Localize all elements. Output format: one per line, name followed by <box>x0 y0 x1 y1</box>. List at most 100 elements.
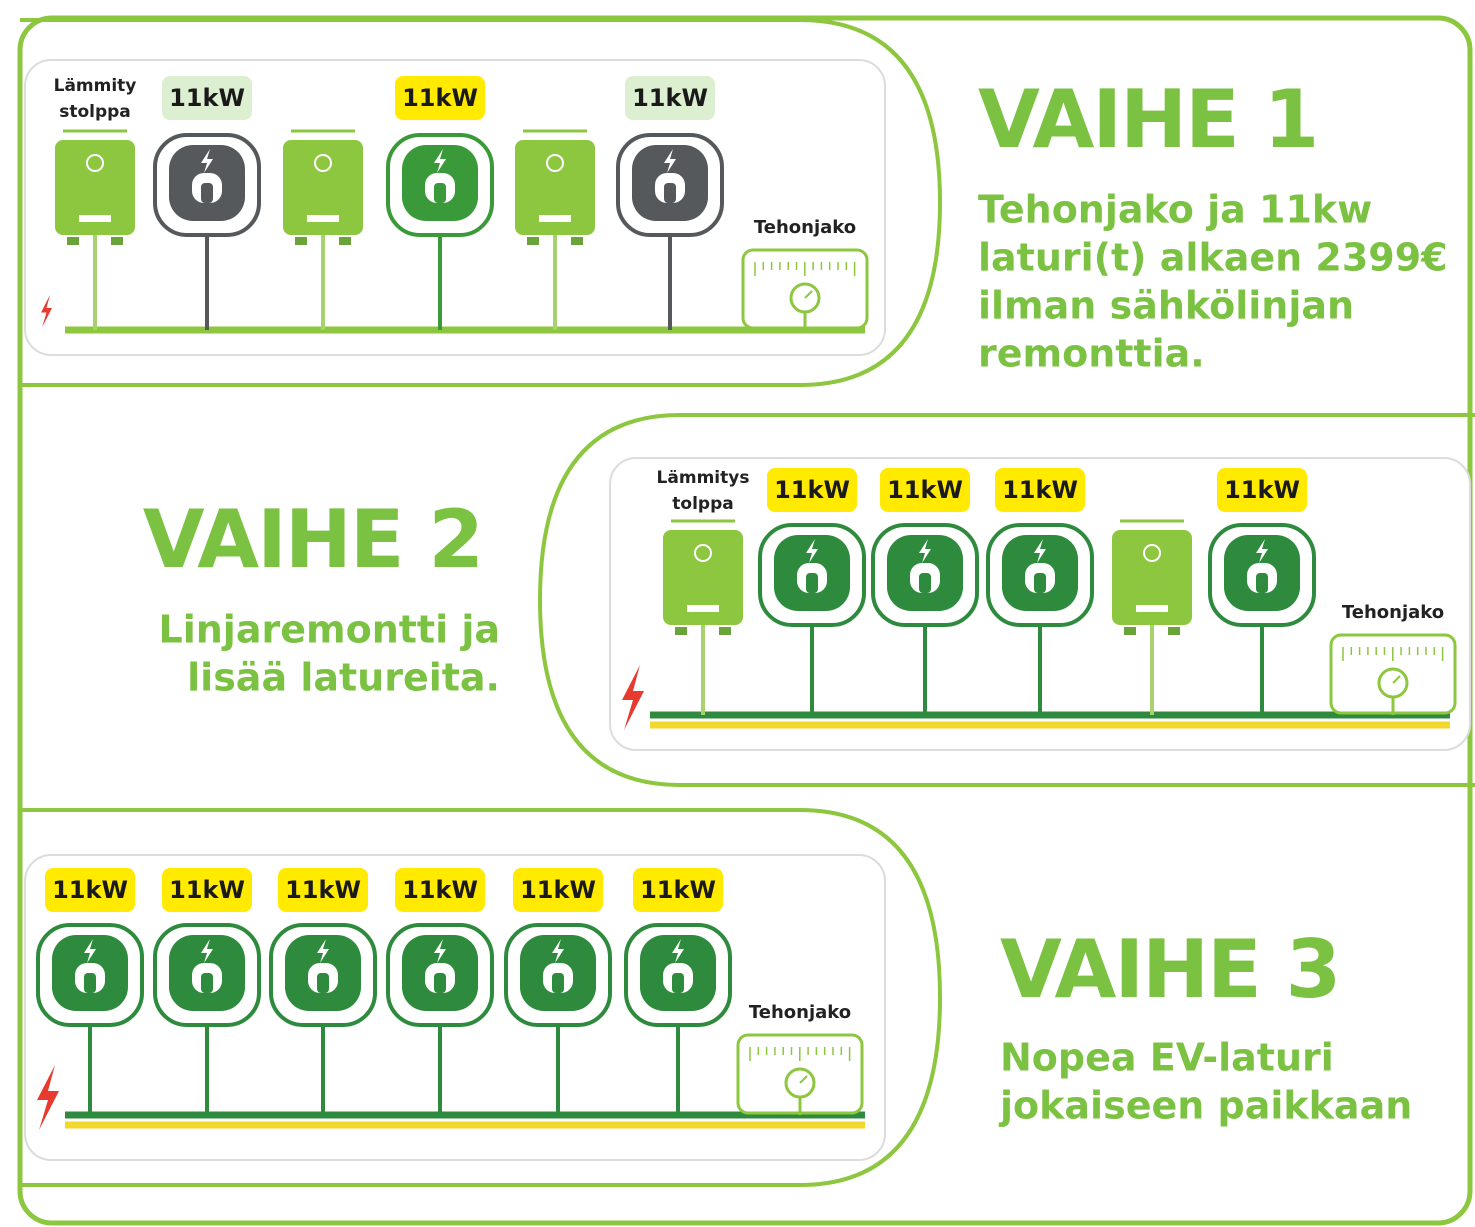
label-tag <box>162 76 252 120</box>
meter-needle <box>804 290 813 299</box>
charger-label: 11kW <box>402 84 478 112</box>
heater-foot <box>295 237 307 245</box>
heater-slot <box>1136 605 1168 612</box>
label-tag <box>1217 468 1307 512</box>
charger-label: 11kW <box>169 876 245 904</box>
charger-plug-core <box>552 973 564 993</box>
charger-plug-core <box>664 183 676 203</box>
phase-title: VAIHE 3 <box>1000 923 1339 1016</box>
charger-label: 11kW <box>640 876 716 904</box>
label-tag <box>880 468 970 512</box>
phase-description: jokaiseen paikkaan <box>998 1084 1412 1128</box>
heater-button <box>314 154 332 172</box>
heater-button <box>694 544 712 562</box>
charger-plug-core <box>1256 573 1268 593</box>
label-tag <box>513 868 603 912</box>
meter-label: Tehonjako <box>754 217 856 238</box>
panel-outline <box>20 18 943 387</box>
phase-description: ilman sähkölinjan <box>978 284 1354 328</box>
charger-plug-core <box>201 973 213 993</box>
charger-label: 11kW <box>169 84 245 112</box>
charger-bolt <box>806 539 818 563</box>
heater-button <box>546 154 564 172</box>
charger-bolt <box>919 539 931 563</box>
heater-body <box>283 140 363 235</box>
charger-label: 11kW <box>1002 476 1078 504</box>
charger-label: 11kW <box>520 876 596 904</box>
charger-label: 11kW <box>1224 476 1300 504</box>
heater-label: stolppa <box>59 102 131 122</box>
charger-bolt <box>1034 539 1046 563</box>
label-tag <box>45 868 135 912</box>
heater-foot <box>339 237 351 245</box>
charger-plug-core <box>919 573 931 593</box>
meter-needle <box>799 1075 808 1084</box>
charger-label: 11kW <box>887 476 963 504</box>
phase-description: Tehonjako ja 11kw <box>978 188 1372 232</box>
phase-description: Linjaremontti ja <box>159 608 500 652</box>
charger-bolt <box>434 939 446 963</box>
label-tag <box>633 868 723 912</box>
heater-body <box>663 530 743 625</box>
heater-button <box>86 154 104 172</box>
charger-plug-core <box>317 973 329 993</box>
heater-foot <box>111 237 123 245</box>
phase-description: lisää latureita. <box>187 656 500 700</box>
charger-label: 11kW <box>285 876 361 904</box>
meter-label: Tehonjako <box>749 1002 851 1023</box>
label-tag <box>767 468 857 512</box>
charger-plug-core <box>434 183 446 203</box>
label-tag <box>625 76 715 120</box>
panel-outline <box>537 413 1475 787</box>
heater-foot <box>1124 627 1136 635</box>
charger-plug-core <box>672 973 684 993</box>
charger-bolt <box>1256 539 1268 563</box>
heater-label: tolppa <box>672 494 733 514</box>
charger-plug-core <box>84 973 96 993</box>
phase-description: laturi(t) alkaen 2399€ <box>978 236 1448 280</box>
heater-label: Lämmity <box>54 76 137 96</box>
charger-bolt <box>84 939 96 963</box>
heater-body <box>55 140 135 235</box>
meter-needle <box>1392 675 1401 684</box>
power-icon <box>37 1065 59 1130</box>
label-tag <box>395 868 485 912</box>
charger-bolt <box>434 149 446 173</box>
charger-bolt <box>201 939 213 963</box>
phase-description: remonttia. <box>978 332 1205 376</box>
heater-body <box>515 140 595 235</box>
charger-plug-core <box>806 573 818 593</box>
heater-slot <box>539 215 571 222</box>
heater-foot <box>675 627 687 635</box>
charger-bolt <box>552 939 564 963</box>
charger-label: 11kW <box>402 876 478 904</box>
label-tag <box>395 76 485 120</box>
heater-button <box>1143 544 1161 562</box>
charger-label: 11kW <box>632 84 708 112</box>
phase-description: Nopea EV-laturi <box>1000 1036 1334 1080</box>
label-tag <box>278 868 368 912</box>
charger-plug-core <box>434 973 446 993</box>
meter-label: Tehonjako <box>1342 602 1444 623</box>
charger-plug-core <box>201 183 213 203</box>
heater-body <box>1112 530 1192 625</box>
heater-slot <box>79 215 111 222</box>
heater-foot <box>571 237 583 245</box>
power-icon <box>622 665 644 730</box>
panel-outline <box>20 808 943 1187</box>
label-tag <box>995 468 1085 512</box>
heater-label: Lämmitys <box>657 468 750 488</box>
heater-foot <box>719 627 731 635</box>
phase-title: VAIHE 1 <box>978 73 1317 166</box>
charger-label: 11kW <box>52 876 128 904</box>
charger-plug-core <box>1034 573 1046 593</box>
heater-foot <box>527 237 539 245</box>
charger-label: 11kW <box>774 476 850 504</box>
charger-bolt <box>664 149 676 173</box>
power-icon <box>41 295 52 328</box>
charger-bolt <box>201 149 213 173</box>
heater-foot <box>67 237 79 245</box>
heater-slot <box>687 605 719 612</box>
charger-bolt <box>317 939 329 963</box>
